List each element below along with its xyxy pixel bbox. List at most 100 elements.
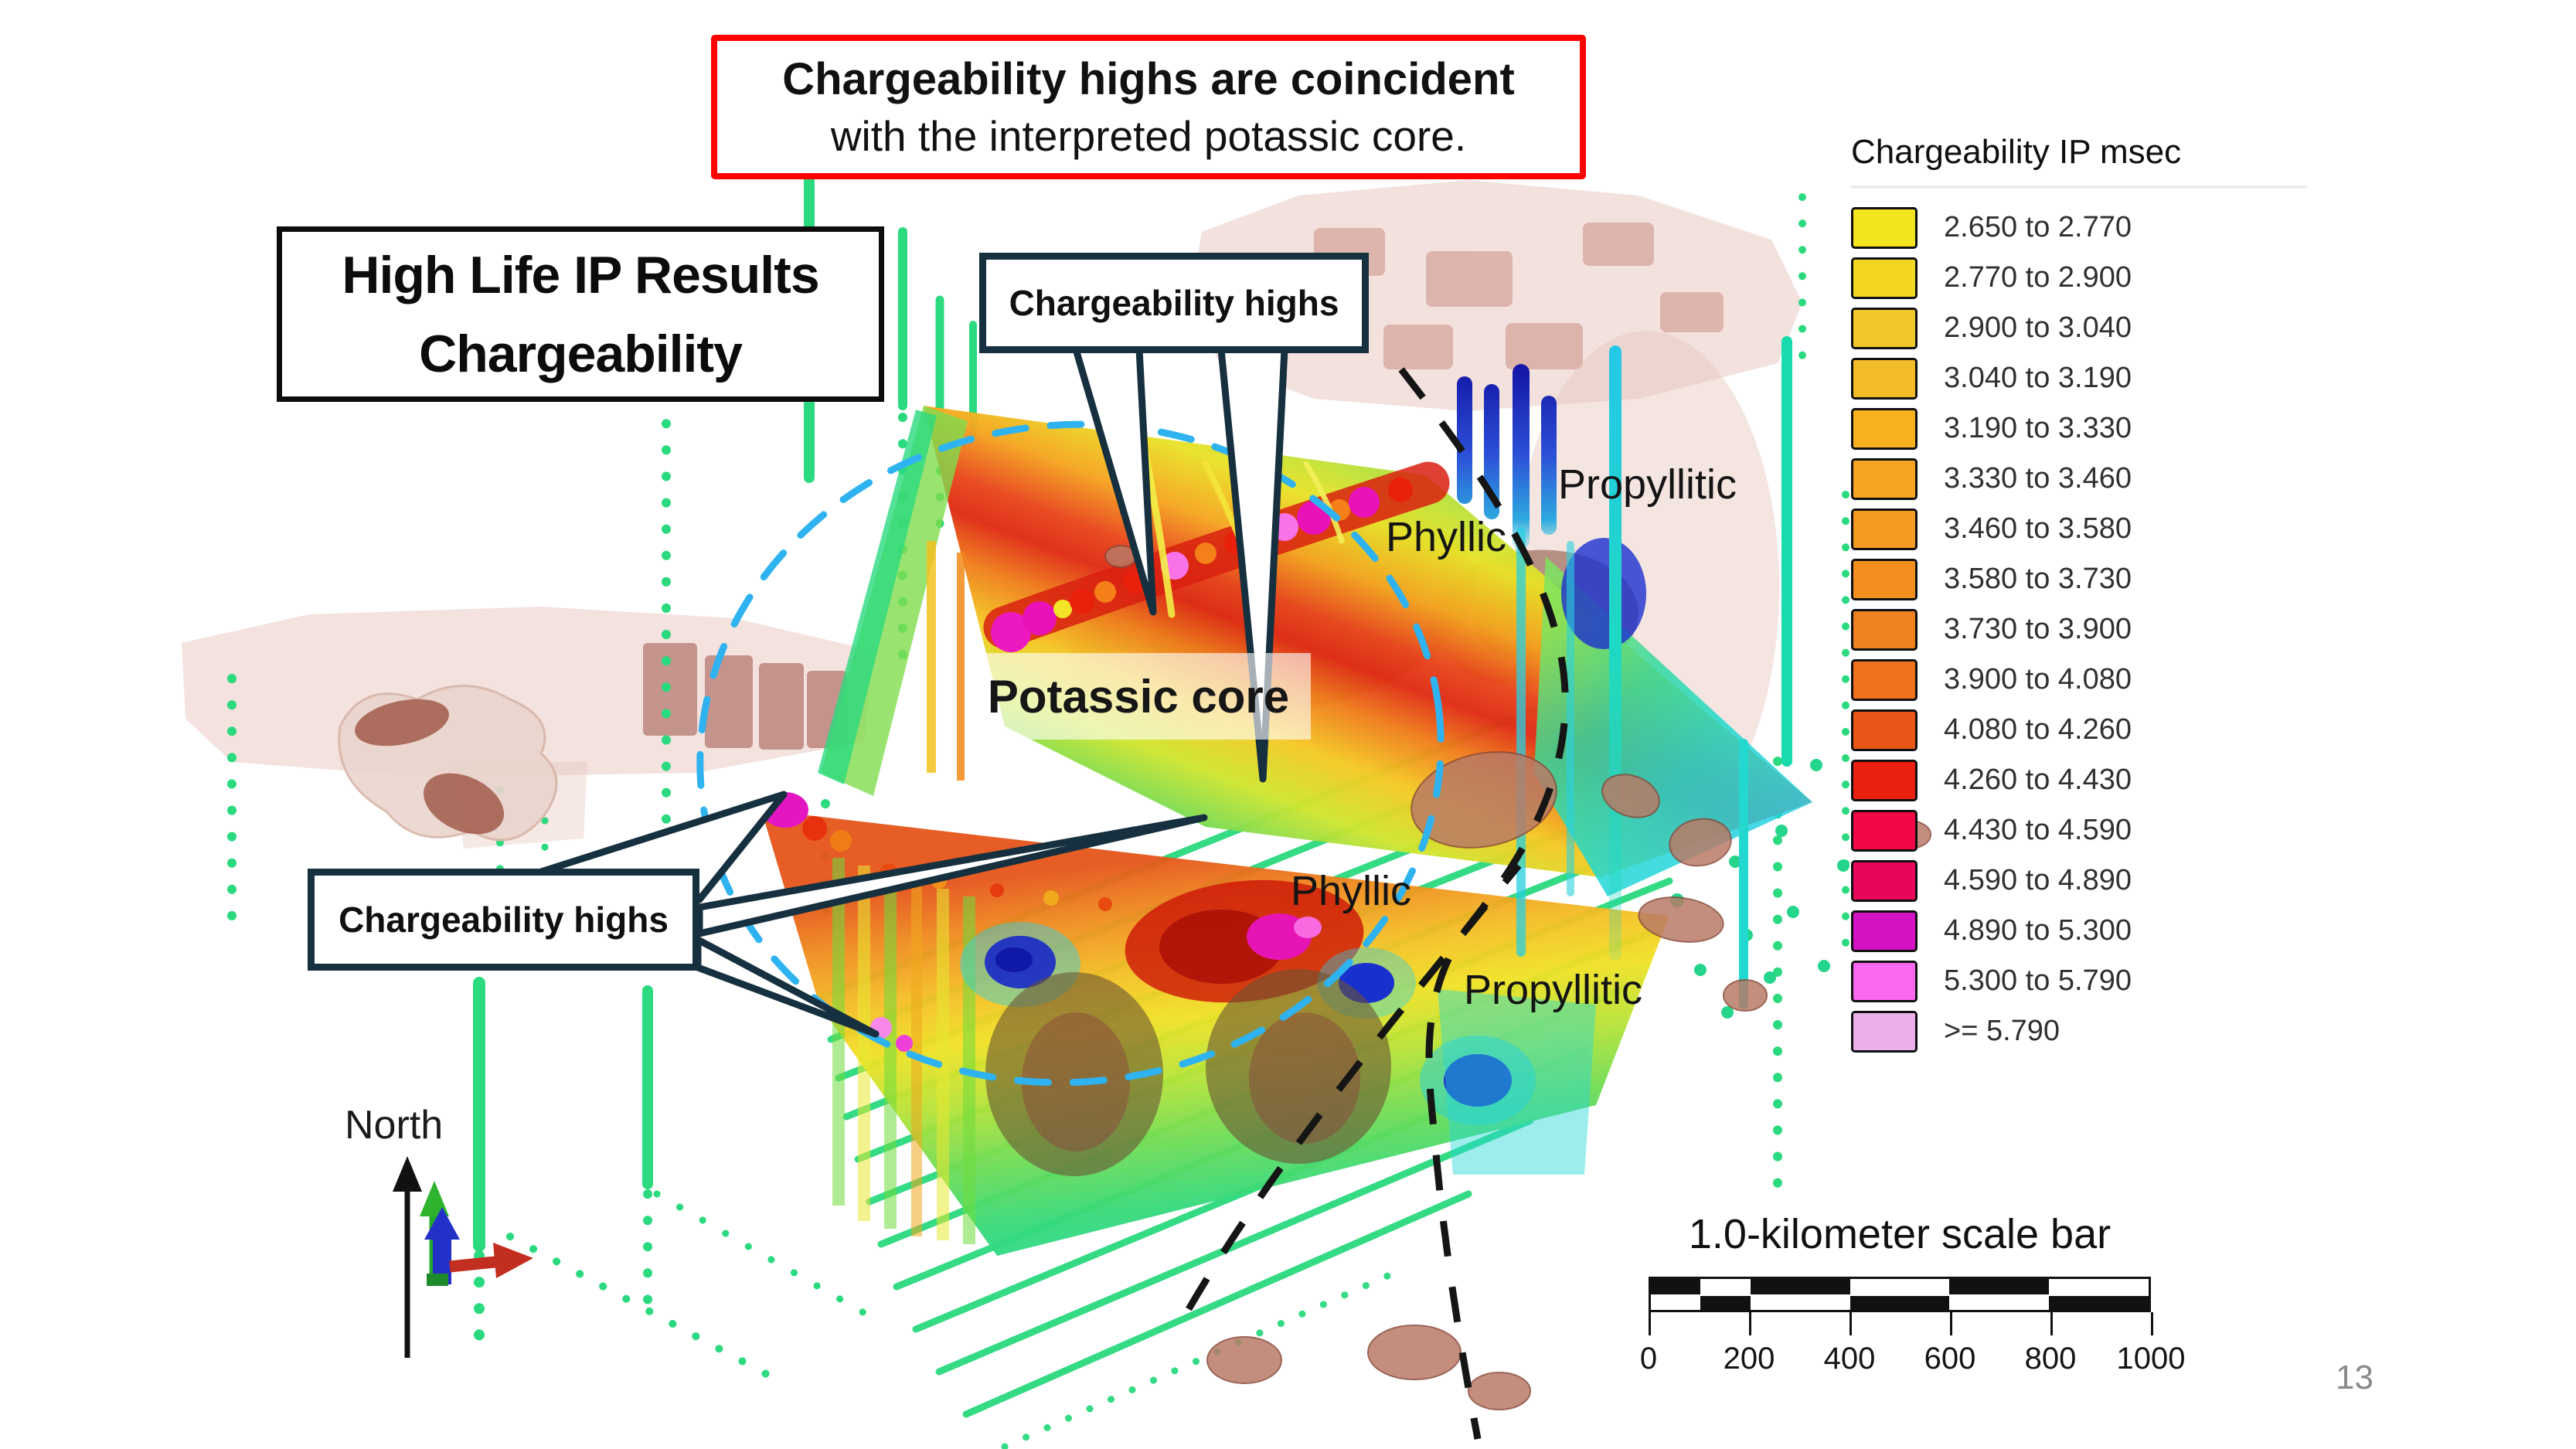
scalebar-segment	[1651, 1296, 1701, 1310]
legend-range-label: 4.260 to 4.430	[1944, 764, 2132, 796]
alteration-zone-boundary	[1186, 367, 1569, 1440]
scalebar-segment	[1849, 1279, 1950, 1294]
lithology-shell-blobs	[1104, 545, 1931, 1410]
potassic-core-outline	[696, 420, 1445, 1087]
phyllic-label-lower: Phyllic	[1291, 868, 1412, 914]
scalebar-ticks	[1649, 1312, 2153, 1337]
legend-range-label: 3.900 to 4.080	[1944, 663, 2132, 696]
colored-drill-strips	[927, 541, 965, 781]
left-shell-blob	[338, 685, 558, 842]
legend-entry: 4.080 to 4.260	[1851, 705, 2307, 755]
axis-triad-icon	[420, 1181, 533, 1286]
chargeability-section-lower	[761, 792, 1669, 1256]
title-box: High Life IP Results Chargeability	[277, 226, 884, 402]
legend-entry: >= 5.790	[1851, 1006, 2307, 1056]
legend-entry: 2.650 to 2.770	[1851, 202, 2307, 253]
legend-range-label: 4.890 to 5.300	[1944, 914, 2132, 947]
scalebar-segment	[1750, 1279, 1850, 1294]
legend-range-label: >= 5.790	[1944, 1015, 2060, 1047]
propyllitic-label-upper: Propyllitic	[1558, 461, 1737, 508]
legend-entry: 3.900 to 4.080	[1851, 655, 2307, 705]
legend-divider	[1851, 185, 2307, 189]
legend-entry: 4.430 to 4.590	[1851, 805, 2307, 855]
scale-bar: 1.0-kilometer scale bar 0 200 400 600 800 100…	[1640, 1210, 2186, 1382]
scalebar-segment	[1949, 1279, 2050, 1294]
scalebar-segment	[2049, 1279, 2149, 1294]
north-label: North	[345, 1103, 444, 1148]
legend-entry: 3.460 to 3.580	[1851, 504, 2307, 554]
legend-swatch	[1851, 1010, 1918, 1053]
scalebar-tick-label: 200	[1723, 1342, 1775, 1376]
potassic-core-label: Potassic core	[966, 653, 1311, 740]
legend-swatch	[1851, 257, 1918, 299]
banner: Chargeability highs are coincident with …	[711, 35, 1586, 179]
scale-bar-graphic	[1649, 1277, 2151, 1312]
legend-swatch	[1851, 407, 1918, 450]
legend-entry: 4.260 to 4.430	[1851, 755, 2307, 805]
scalebar-segment	[1849, 1296, 1950, 1310]
legend-range-label: 3.190 to 3.330	[1944, 412, 2132, 444]
legend-swatch	[1851, 759, 1918, 801]
legend-range-label: 2.900 to 3.040	[1944, 311, 2132, 344]
callout-top-label: Chargeability highs	[1009, 283, 1339, 323]
legend-entry: 2.770 to 2.900	[1851, 253, 2307, 303]
scalebar-row-bottom	[1651, 1294, 2149, 1310]
scalebar-segment	[2049, 1296, 2149, 1310]
legend-swatch	[1851, 658, 1918, 701]
legend-range-label: 3.460 to 3.580	[1944, 512, 2132, 545]
scalebar-tick	[1649, 1312, 1651, 1335]
legend-range-label: 3.330 to 3.460	[1944, 462, 2132, 495]
legend-swatch	[1851, 307, 1918, 349]
scalebar-segment	[1700, 1296, 1751, 1310]
legend-entry: 3.040 to 3.190	[1851, 353, 2307, 403]
legend-range-label: 4.080 to 4.260	[1944, 713, 2132, 746]
legend-swatch	[1851, 809, 1918, 852]
legend-range-label: 5.300 to 5.790	[1944, 964, 2132, 997]
legend-range-label: 3.730 to 3.900	[1944, 613, 2132, 645]
chargeability-high-spots-upper	[991, 478, 1413, 652]
legend-range-label: 3.580 to 3.730	[1944, 563, 2132, 595]
page-number: 13	[2336, 1359, 2374, 1396]
legend-swatch	[1851, 859, 1918, 902]
scalebar-tick	[1950, 1312, 1952, 1335]
scalebar-tick	[1749, 1312, 1751, 1335]
scalebar-tick	[2151, 1312, 2153, 1335]
legend-title: Chargeability IP msec	[1851, 133, 2182, 171]
scalebar-segment	[1700, 1279, 1751, 1294]
title-line2: Chargeability	[419, 324, 743, 383]
callout-chargeability-highs-top: Chargeability highs	[979, 253, 1369, 353]
legend-swatch	[1851, 558, 1918, 600]
legend-entry: 3.580 to 3.730	[1851, 554, 2307, 604]
legend-swatch	[1851, 206, 1918, 249]
callout-chargeability-highs-left: Chargeability highs	[308, 869, 699, 971]
banner-line1: Chargeability highs are coincident	[782, 54, 1515, 104]
title-line1: High Life IP Results	[342, 245, 819, 304]
banner-line2: with the interpreted potassic core.	[830, 112, 1467, 160]
legend-entry: 3.730 to 3.900	[1851, 604, 2307, 655]
potassic-core-text: Potassic core	[987, 670, 1290, 723]
legend-range-label: 2.650 to 2.770	[1944, 211, 2132, 243]
scalebar-segment	[1651, 1279, 1701, 1294]
scalebar-tick	[2050, 1312, 2053, 1335]
legend-swatch	[1851, 457, 1918, 500]
legend-range-label: 3.040 to 3.190	[1944, 362, 2132, 394]
scale-bar-title: 1.0-kilometer scale bar	[1688, 1211, 2112, 1257]
scalebar-tick-label: 800	[2024, 1342, 2077, 1376]
scalebar-segment	[1949, 1296, 2050, 1310]
legend-entry: 3.190 to 3.330	[1851, 403, 2307, 454]
legend-entry: 4.890 to 5.300	[1851, 906, 2307, 956]
legend-swatch	[1851, 508, 1918, 550]
legend-swatch	[1851, 960, 1918, 1002]
scalebar-tick-label: 1000	[2116, 1342, 2186, 1376]
scalebar-tick-label: 0	[1639, 1342, 1658, 1376]
scalebar-segment	[1750, 1296, 1850, 1310]
legend-range-label: 4.430 to 4.590	[1944, 814, 2132, 846]
legend-swatch	[1851, 709, 1918, 751]
legend-entry: 3.330 to 3.460	[1851, 454, 2307, 504]
north-arrow	[393, 1156, 422, 1358]
scalebar-tick	[1849, 1312, 1852, 1335]
legend-entry: 4.590 to 4.890	[1851, 855, 2307, 906]
chargeability-anomalies-lower	[762, 792, 1596, 1175]
scalebar-row-top	[1651, 1279, 2149, 1294]
